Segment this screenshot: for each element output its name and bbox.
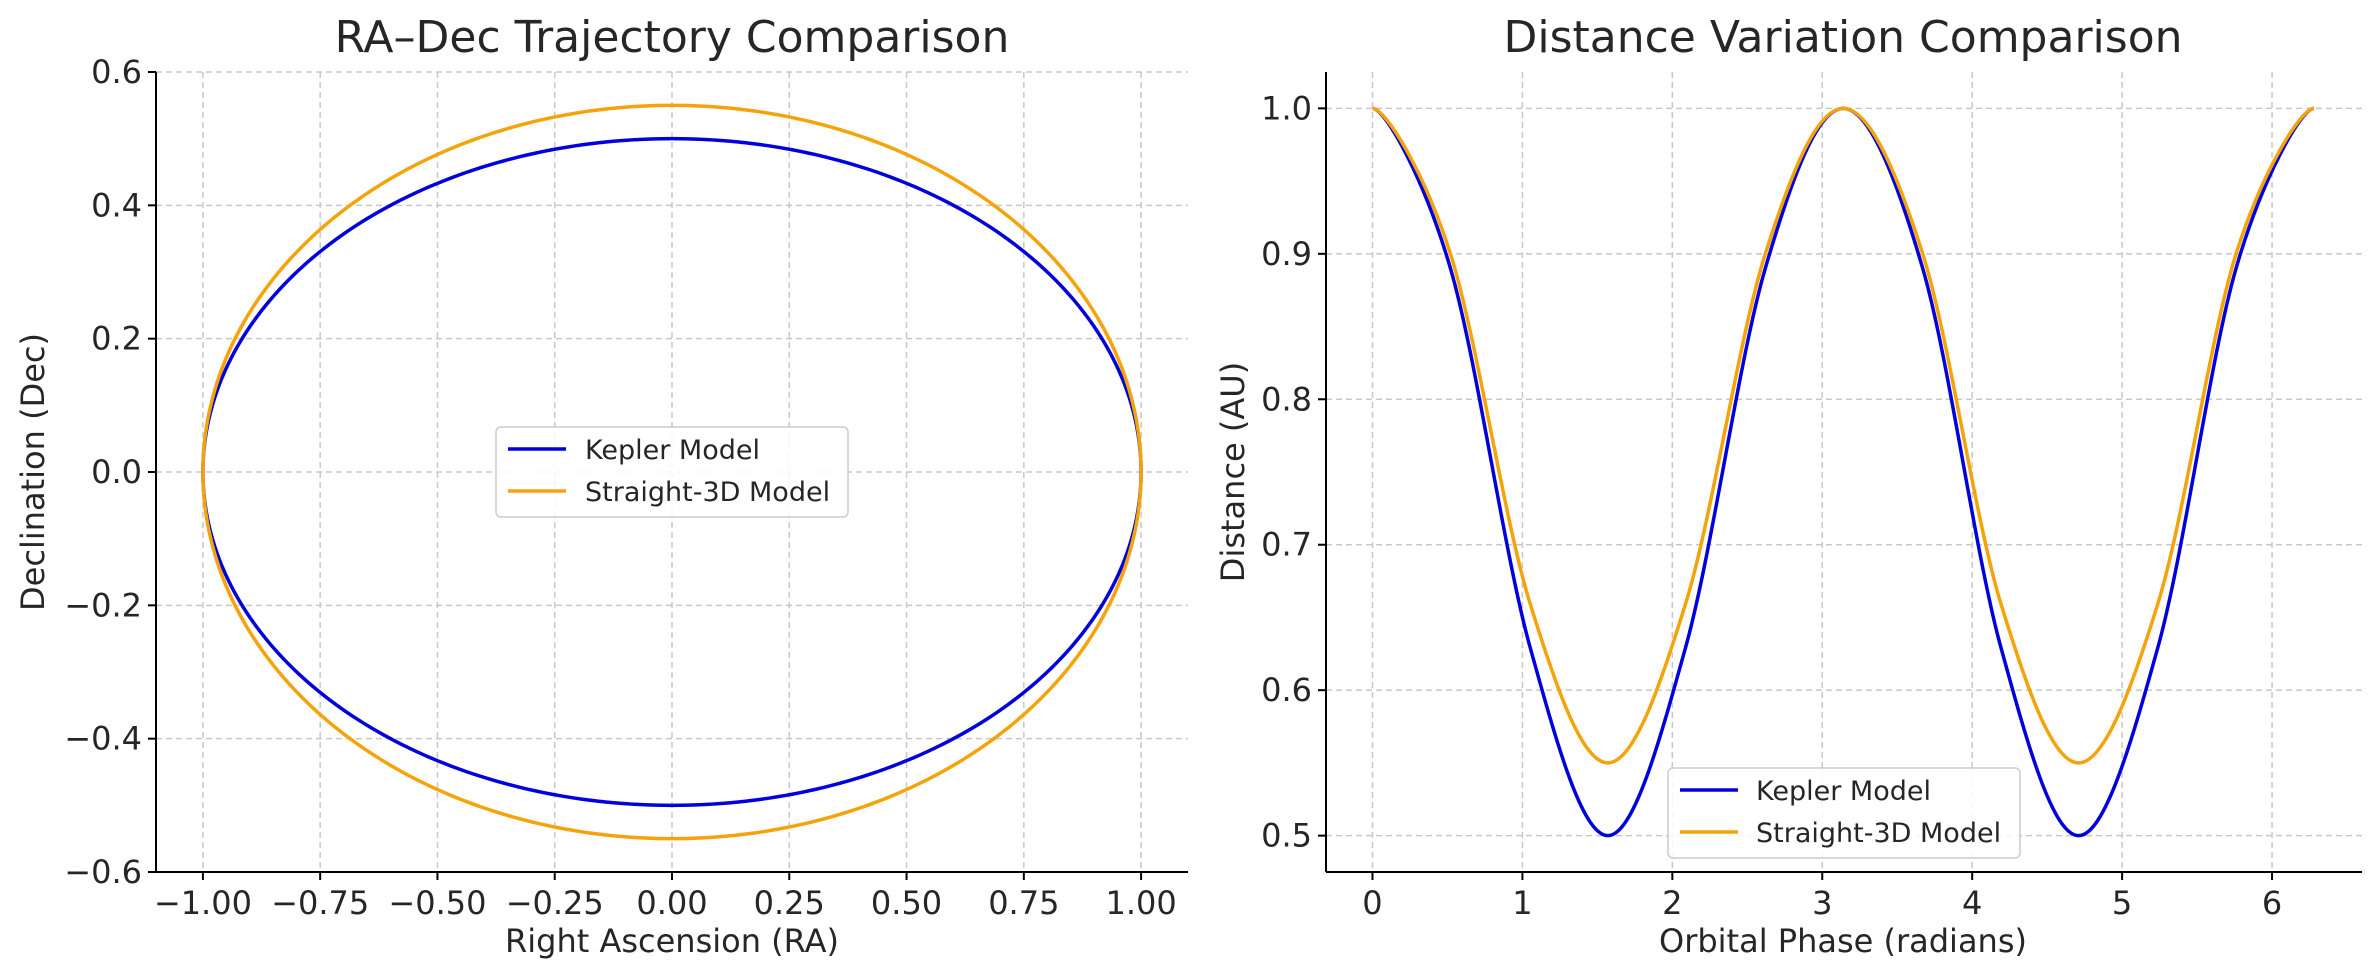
chart0-x-tick-label: 0.50 xyxy=(871,884,942,922)
chart0-legend-kepler-label: Kepler Model xyxy=(585,435,760,466)
chart0-x-label: Right Ascension (RA) xyxy=(505,922,839,960)
chart0-x-tick-label: −0.25 xyxy=(506,884,604,922)
chart1-x-tick-label: 2 xyxy=(1662,884,1682,922)
chart0-series xyxy=(201,103,1143,841)
chart0-y-label: Declination (Dec) xyxy=(14,333,52,611)
chart1-legend-kepler-label: Kepler Model xyxy=(1756,776,1931,807)
chart0-legend-straight-label: Straight-3D Model xyxy=(585,477,830,508)
chart0-x-tick-label: 0.00 xyxy=(636,884,707,922)
chart0-x-tick-label: −1.00 xyxy=(154,884,252,922)
chart1-y-tick-label: 0.9 xyxy=(1261,235,1312,273)
chart0-x-tick-label: −0.50 xyxy=(388,884,486,922)
distance-chart: Distance Variation Comparison 0 1 2 3 4 5 6 0.5… xyxy=(1214,12,2362,960)
chart0-y-tick-label: −0.4 xyxy=(64,720,142,758)
chart1-y-tick-label: 0.8 xyxy=(1261,380,1312,418)
chart0-grid xyxy=(156,71,1188,873)
chart0-title: RA–Dec Trajectory Comparison xyxy=(335,12,1010,63)
chart1-series-straight-3d-model xyxy=(1372,106,2315,765)
chart1-x-tick-label: 6 xyxy=(2262,884,2282,922)
chart0-x-tick-label: 1.00 xyxy=(1105,884,1176,922)
chart1-title: Distance Variation Comparison xyxy=(1503,12,2182,63)
ra-dec-chart: RA–Dec Trajectory Comparison −1.00 −0.75−… xyxy=(14,12,1188,960)
chart1-legend-box xyxy=(1667,767,2021,859)
chart0-x-tick-label: 0.75 xyxy=(988,884,1059,922)
chart0-y-tick-label: −0.6 xyxy=(64,853,142,891)
chart1-y-tick-label: 0.7 xyxy=(1261,526,1312,564)
chart1-legend: Kepler Model Straight-3D Model xyxy=(1667,767,2021,859)
chart1-series xyxy=(1371,106,2315,838)
chart0-x-tick-label: −0.75 xyxy=(271,884,369,922)
chart0-legend-box xyxy=(495,426,849,518)
chart0-series-straight-3d-model xyxy=(201,103,1143,841)
chart1-x-tick-label: 4 xyxy=(1962,884,1982,922)
chart1-series-kepler-model xyxy=(1371,106,2315,838)
chart0-y-tick-label: 0.6 xyxy=(91,53,142,91)
chart0-y-tick-label: 0.2 xyxy=(91,320,142,358)
chart0-y-tick-label: −0.2 xyxy=(64,586,142,624)
chart0-legend: Kepler Model Straight-3D Model xyxy=(495,426,849,518)
chart1-legend-straight-label: Straight-3D Model xyxy=(1756,818,2001,849)
chart1-x-tick-label: 5 xyxy=(2112,884,2132,922)
chart1-ticks: 0 1 2 3 4 5 6 0.5 0.6 0.7 0.8 0.9 1.0 xyxy=(1261,89,2282,922)
chart1-x-tick-label: 3 xyxy=(1812,884,1832,922)
chart1-y-tick-label: 1.0 xyxy=(1261,89,1312,127)
chart1-grid xyxy=(1326,72,2362,872)
chart1-y-tick-label: 0.5 xyxy=(1261,817,1312,855)
chart0-y-tick-label: 0.4 xyxy=(91,186,142,224)
chart0-x-tick-label: 0.25 xyxy=(754,884,825,922)
chart1-x-tick-label: 0 xyxy=(1362,884,1382,922)
chart1-x-label: Orbital Phase (radians) xyxy=(1659,922,2027,960)
chart1-y-label: Distance (AU) xyxy=(1214,362,1252,582)
chart1-y-tick-label: 0.6 xyxy=(1261,671,1312,709)
chart0-ticks: −1.00 −0.75 −0.50 −0.25 0.00 0.25 0.50 0.75 1.00… xyxy=(64,53,1176,922)
chart0-y-tick-label: 0.0 xyxy=(91,453,142,491)
chart1-x-tick-label: 1 xyxy=(1512,884,1532,922)
